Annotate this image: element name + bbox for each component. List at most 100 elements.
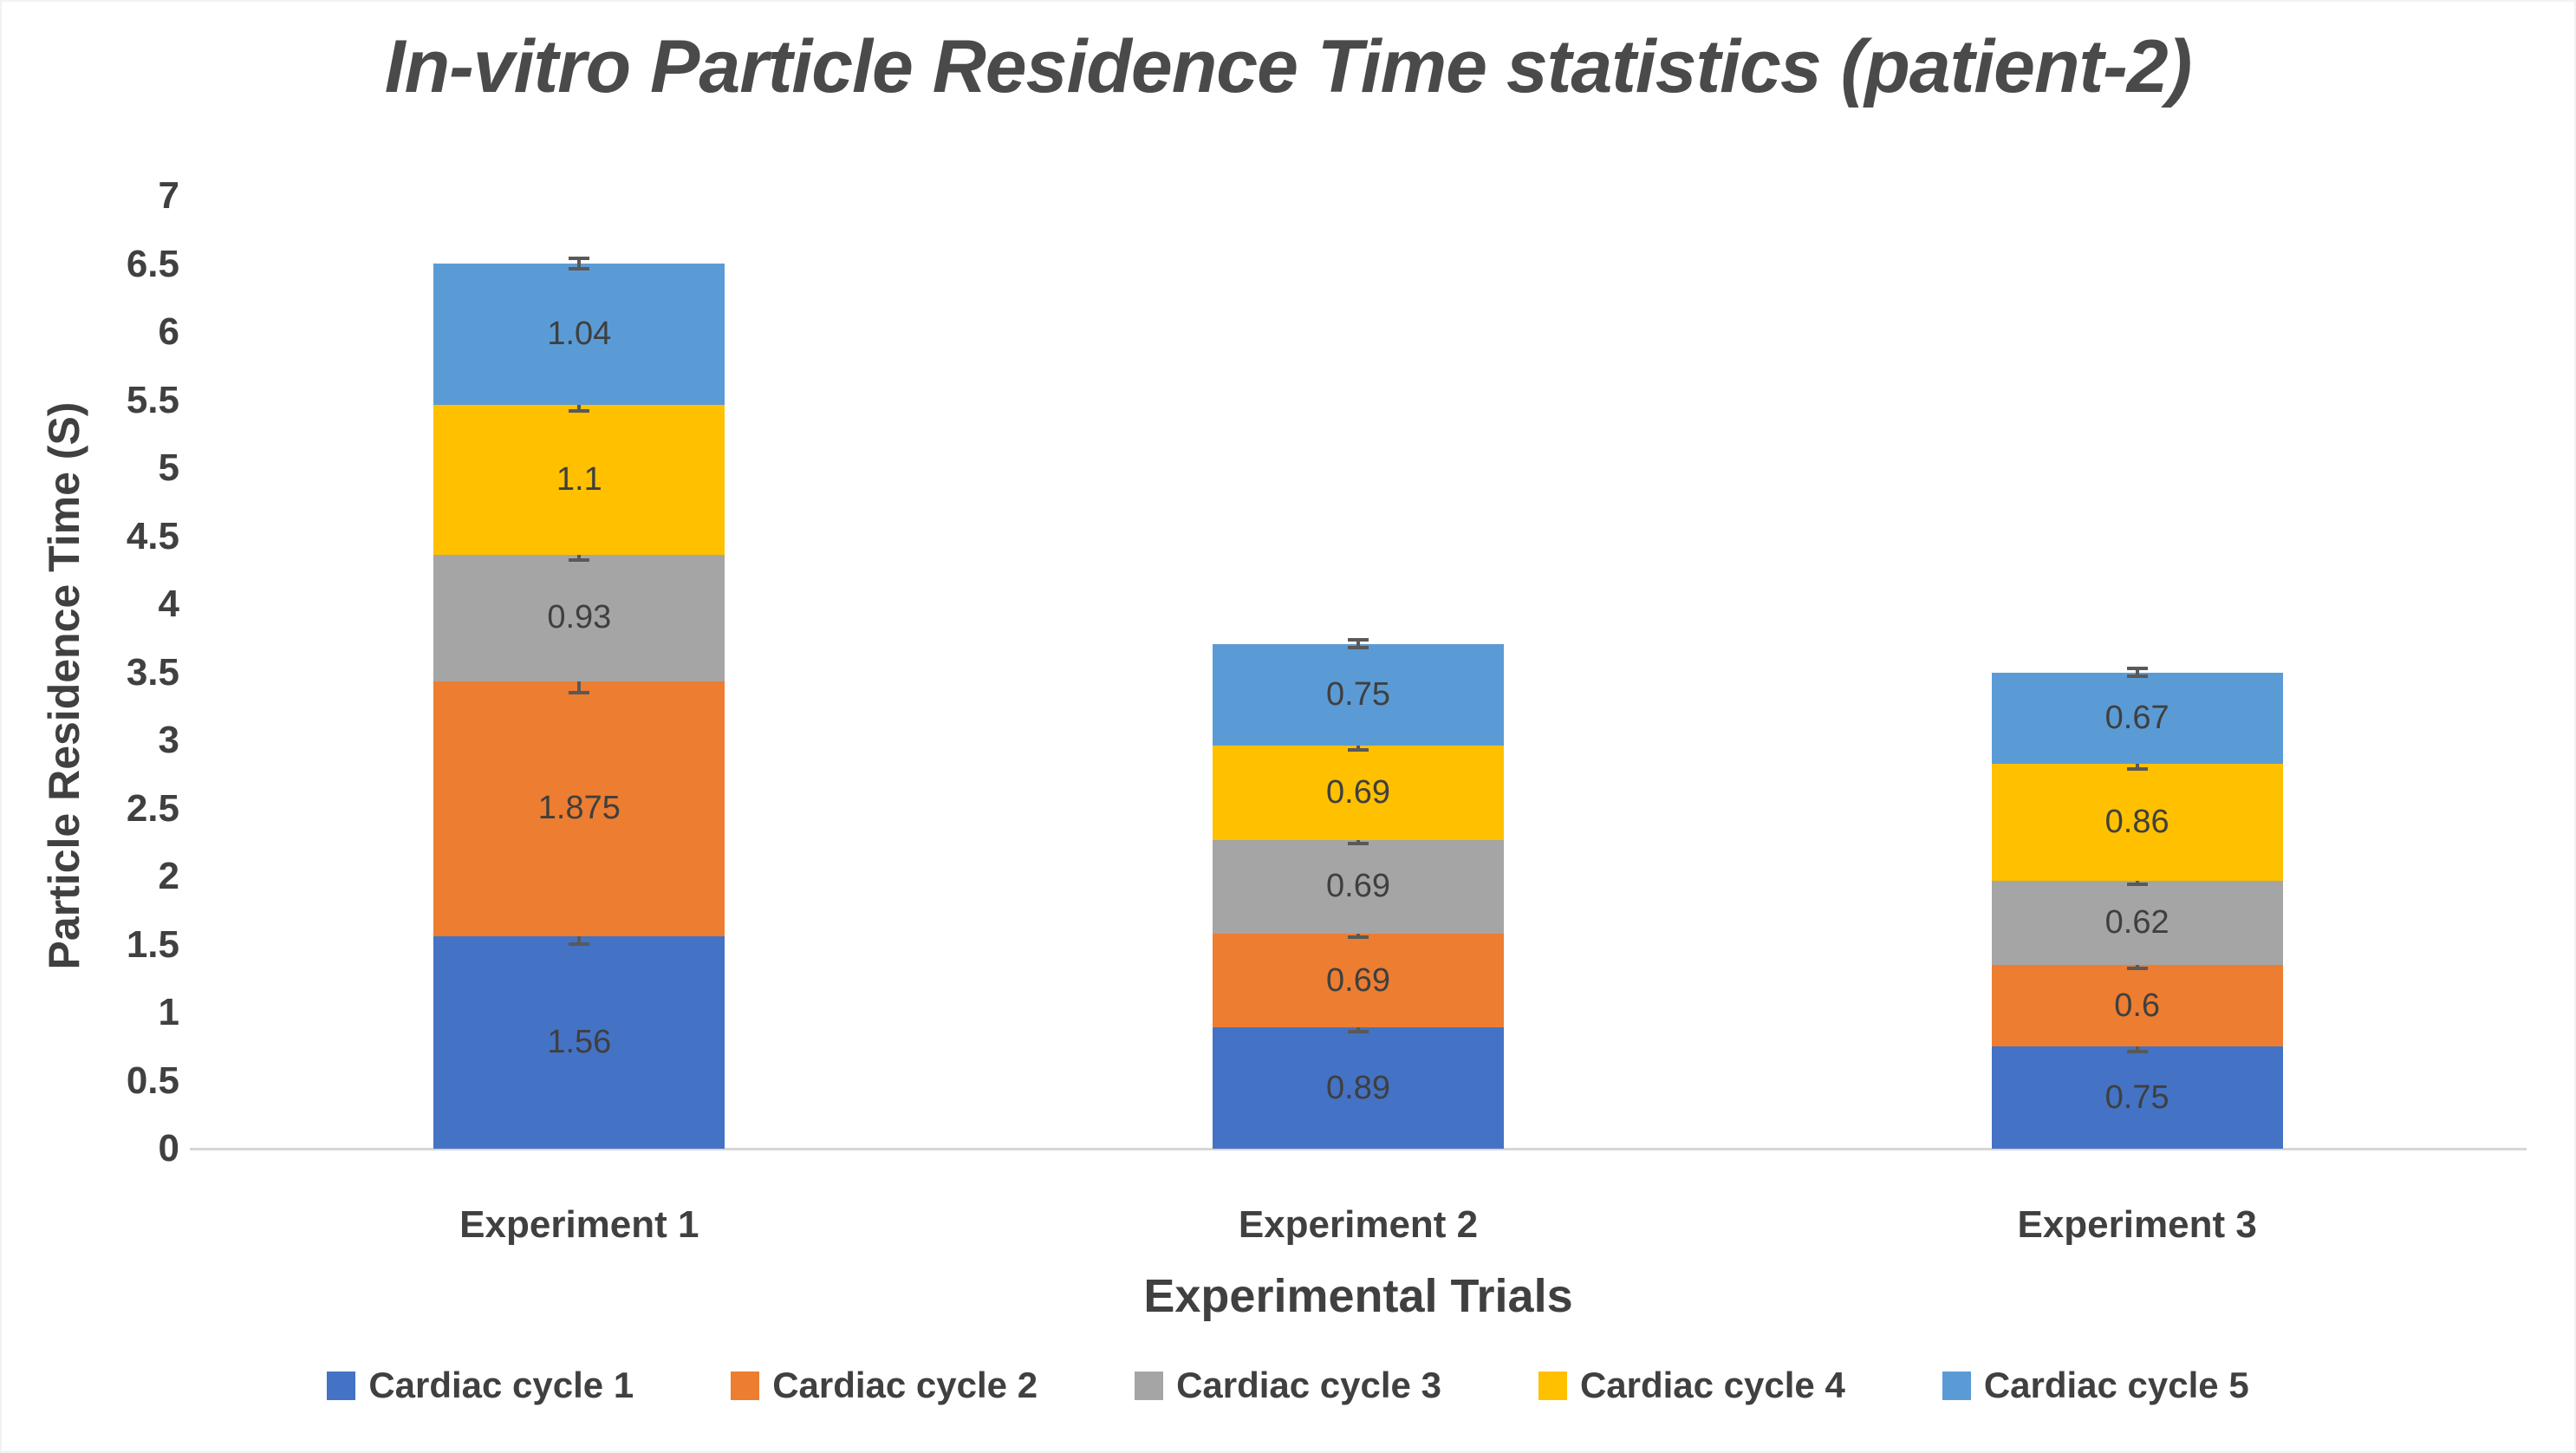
y-tick-label: 3 [158,719,179,761]
data-label: 1.04 [547,315,612,352]
bar-segment: 1.56 [433,936,725,1149]
bar-segment: 1.875 [433,681,725,937]
y-tick-label: 0.5 [126,1059,179,1102]
bar-segment: 0.93 [433,554,725,681]
y-tick-label: 1 [158,991,179,1033]
error-bar-cap [569,557,590,562]
bar-segment: 0.86 [1991,763,2283,881]
plot-area: 1.56 1.875 0.93 1.1 1.04 0.89 0.69 0.69 0.69 0.75… [190,196,2527,1150]
legend-item: Cardiac cycle 4 [1538,1365,1845,1406]
data-label: 0.62 [2104,903,2169,941]
y-axis-tick-labels: 0 0.5 1 1.5 2 2.5 3 3.5 4 4.5 5 5.5 6 6.5 7 [54,175,179,1170]
data-label: 1.56 [547,1024,612,1061]
data-label: 0.67 [2104,699,2169,736]
error-bar-stem [2135,962,2139,968]
error-bar-stem [2135,1043,2139,1051]
y-tick-label: 5 [158,446,179,489]
legend-swatch-icon [1538,1371,1567,1400]
error-bar-cap [2126,967,2148,971]
legend-label: Cardiac cycle 4 [1579,1365,1845,1405]
bar-segment: 0.67 [1991,672,2283,764]
legend-label: Cardiac cycle 3 [1176,1365,1441,1405]
data-label: 0.93 [547,599,612,636]
y-tick-label: 1.5 [126,922,179,966]
error-bar-cap [1347,747,1369,752]
legend-swatch-icon [1942,1371,1971,1400]
y-tick-label: 2 [158,855,179,897]
error-bar-cap [2126,883,2148,886]
bar-segment: 0.89 [1212,1027,1504,1149]
bar-segment: 0.75 [1991,1046,2283,1149]
y-tick-label: 4 [158,583,179,625]
error-bar-cap [2126,667,2148,671]
y-tick-label: 5.5 [126,378,179,421]
data-label: 0.69 [1326,961,1390,999]
y-tick-label: 0 [158,1127,179,1170]
error-bar-cap [569,409,590,414]
chart-title: In-vitro Particle Residence Time statist… [384,25,2193,108]
bar-segment: 0.6 [1991,965,2283,1047]
data-label: 1.1 [556,460,602,498]
bar-segment: 1.1 [433,405,725,555]
error-bar-stem [2135,878,2139,883]
y-tick-label: 6 [158,310,179,353]
category-column: 0.89 0.69 0.69 0.69 0.75 [969,196,1748,1149]
error-bar-stem [1356,744,1360,748]
error-bar [569,256,590,270]
error-bar-stem [2135,670,2139,674]
error-bar-stem [577,551,582,558]
legend-swatch-icon [731,1371,760,1400]
error-bar-stem [1356,931,1360,936]
error-bar-stem [1356,642,1360,646]
bar-segment: 0.69 [1212,933,1504,1028]
error-bar-cap [2126,674,2148,678]
x-axis-baseline [190,1148,2527,1150]
legend-label: Cardiac cycle 2 [772,1365,1038,1405]
y-tick-label: 2.5 [126,786,179,830]
bar-segment: 0.75 [1212,643,1504,746]
x-category-label: Experiment 3 [2017,1203,2257,1246]
error-bar [2126,667,2148,678]
error-bar-stem [577,400,582,410]
error-bar-cap [1347,645,1369,649]
x-category-label: Experiment 2 [1238,1203,1479,1246]
data-label: 0.69 [1326,773,1390,811]
legend-item: Cardiac cycle 3 [1135,1365,1441,1406]
y-tick-label: 4.5 [126,514,179,557]
error-bar [1347,638,1369,649]
bar-segment: 0.62 [1991,880,2283,966]
bar-segment: 0.69 [1212,746,1504,840]
x-category-label: Experiment 1 [459,1203,699,1246]
legend-label: Cardiac cycle 1 [368,1365,634,1405]
error-bar-cap [1347,638,1369,642]
x-axis-title: Experimental Trials [1143,1270,1573,1322]
data-label: 0.69 [1326,868,1390,905]
error-bar-cap [569,942,590,947]
error-bar-cap [2126,1050,2148,1054]
error-bar-cap [1347,1029,1369,1033]
legend-item: Cardiac cycle 1 [327,1365,634,1406]
bar-segment: 1.04 [433,263,725,405]
error-bar-stem [577,259,582,267]
data-label: 0.75 [1326,675,1390,713]
error-bar-stem [577,930,582,943]
legend-swatch-icon [327,1371,356,1400]
data-label: 0.6 [2114,987,2161,1024]
category-column: 1.56 1.875 0.93 1.1 1.04 [190,196,969,1149]
chart-legend: Cardiac cycle 1 Cardiac cycle 2 Cardiac cy… [2,1365,2574,1406]
error-bar-cap [569,256,590,260]
y-tick-label: 7 [158,174,179,217]
error-bar-cap [1347,935,1369,940]
legend-item: Cardiac cycle 5 [1942,1365,2249,1406]
error-bar-cap [569,691,590,695]
legend-item: Cardiac cycle 2 [731,1365,1038,1406]
data-label: 0.75 [2104,1078,2169,1116]
x-axis-category-labels: Experiment 1 Experiment 2 Experiment 3 [190,1203,2527,1255]
data-label: 1.875 [537,790,621,827]
bar-segment: 0.69 [1212,839,1504,934]
error-bar-cap [569,266,590,270]
y-tick-label: 3.5 [126,650,179,694]
error-bar-stem [1356,1026,1360,1030]
error-bar-cap [1347,841,1369,845]
